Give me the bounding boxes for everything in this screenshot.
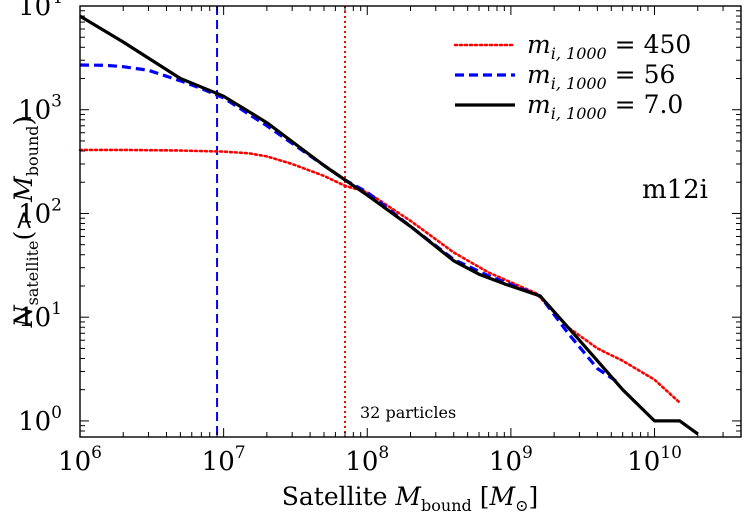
y-tick-label-3: 103 bbox=[18, 92, 62, 126]
y-tick-label-0: 100 bbox=[18, 403, 62, 437]
y-tick-label-2: 102 bbox=[18, 195, 62, 229]
x-tick-label-4: 1010 bbox=[627, 443, 682, 477]
x-tick-label-2: 108 bbox=[345, 443, 389, 477]
series-line-0 bbox=[78, 148, 682, 405]
x-tick-label-3: 109 bbox=[489, 443, 533, 477]
data-layer bbox=[78, 6, 699, 437]
x-axis-label: Satellite Mbound [M⊙] bbox=[282, 482, 538, 514]
y-axis-label: Nsatellite(> Mbound) bbox=[9, 116, 42, 329]
legend-label-1: mi, 1000 = 56 bbox=[527, 60, 675, 93]
y-tick-label-4: 104 bbox=[18, 0, 62, 22]
reference-line-label: 32 particles bbox=[360, 403, 456, 422]
x-tick-label-1: 107 bbox=[202, 443, 246, 477]
legend-label-0: mi, 1000 = 450 bbox=[527, 30, 691, 63]
chart-annotation: m12i bbox=[642, 175, 708, 205]
series-line-2 bbox=[79, 14, 699, 436]
axis-labels: Satellite Mbound [M⊙] Nsatellite(> Mbound… bbox=[9, 116, 538, 514]
axes: 106 107 108 109 1010 100 101 102 103 104 bbox=[18, 0, 742, 477]
y-tick-label-1: 101 bbox=[18, 299, 62, 333]
x-tick-label-0: 106 bbox=[58, 443, 102, 477]
legend-label-2: mi, 1000 = 7.0 bbox=[527, 90, 683, 123]
